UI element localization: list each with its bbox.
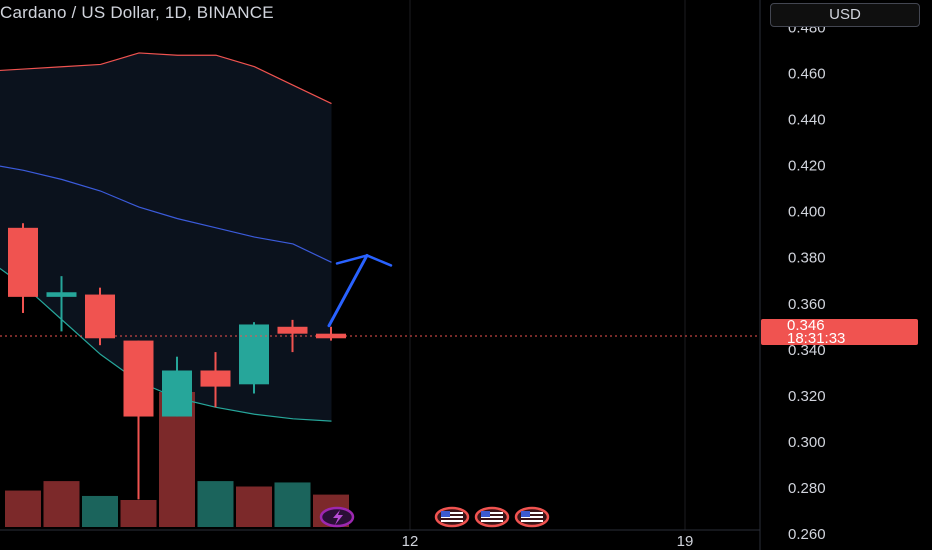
time-tick-label: 12 <box>402 533 419 550</box>
volume-bar <box>197 481 234 527</box>
chart-title: Cardano / US Dollar, 1D, BINANCE <box>0 3 274 22</box>
bar-countdown-label: 18:31:33 <box>787 330 846 347</box>
flag-canton <box>481 511 490 517</box>
candles <box>8 223 346 500</box>
price-tick-label: 0.300 <box>788 434 826 451</box>
flag-stripe <box>521 520 543 522</box>
flag-stripe <box>441 512 463 514</box>
candle-body <box>200 370 231 387</box>
price-axis[interactable]: 0.260 0.280 0.300 0.320 0.340 0.360 0.380 0.400… <box>759 0 826 550</box>
flag-canton <box>521 511 530 517</box>
time-axis[interactable]: 12 19 <box>0 529 760 550</box>
projection-arrow-shaft <box>327 253 369 328</box>
price-tick-label: 0.360 <box>788 296 826 313</box>
volume-bar <box>5 490 41 527</box>
bollinger-upper-line <box>0 52 332 105</box>
time-tick-label: 19 <box>677 533 694 550</box>
current-price-badge: 0.346 18:31:33 <box>761 317 918 347</box>
price-tick-label: 0.440 <box>788 112 826 129</box>
price-tick-label: 0.320 <box>788 388 826 405</box>
flag-stripe <box>481 512 503 514</box>
grid-lines <box>409 0 686 530</box>
volume-bar <box>43 481 80 527</box>
current-price-label: 0.346 <box>787 317 825 334</box>
candle-body <box>277 326 308 334</box>
price-tick-label: 0.460 <box>788 66 826 83</box>
flag-stripe <box>521 512 543 514</box>
lightning-icon <box>333 510 343 525</box>
candle-body <box>239 324 269 385</box>
bollinger-basis-line <box>0 165 332 263</box>
candle-body <box>8 227 38 297</box>
projection-arrow <box>327 253 393 328</box>
price-tick-label: 0.420 <box>788 158 826 175</box>
price-tick-label: 0.260 <box>788 526 826 543</box>
volume-bar <box>82 495 118 527</box>
price-tick-label: 0.400 <box>788 204 826 221</box>
flag-stripe <box>481 520 503 522</box>
volume-bar <box>274 482 311 527</box>
projection-arrow-head <box>335 254 393 267</box>
volume-bar <box>120 500 157 527</box>
price-tick-label: 0.380 <box>788 250 826 267</box>
event-markers[interactable] <box>319 506 550 528</box>
candle-body <box>85 294 115 339</box>
candle-body <box>123 340 154 417</box>
flag-stripe <box>521 516 543 518</box>
price-tick-label: 0.280 <box>788 480 826 497</box>
candle-body <box>46 292 77 297</box>
bollinger-lower-line <box>0 267 332 422</box>
price-tick-label: 0.340 <box>788 342 826 359</box>
flag-canton <box>441 511 450 517</box>
volume-bars <box>5 392 349 527</box>
bollinger-band-lines <box>0 52 332 422</box>
flag-stripe <box>441 516 463 518</box>
flag-stripe <box>441 520 463 522</box>
volume-bar <box>236 486 272 527</box>
flag-stripe <box>481 516 503 518</box>
currency-button[interactable]: USD <box>770 3 920 27</box>
candle-body <box>162 370 192 417</box>
